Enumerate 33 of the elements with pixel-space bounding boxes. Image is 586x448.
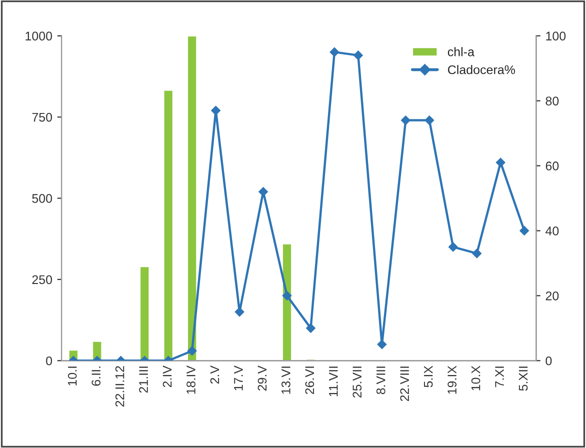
x-tick-label: 22.VIII (400, 366, 409, 402)
x-tick-label: 19.IX (448, 366, 456, 394)
x-tick-label: 2.V (210, 366, 220, 384)
y-tick-label: 250 (32, 275, 52, 284)
y2-tick-label: 0 (546, 356, 552, 366)
y2-tick-label: 20 (546, 291, 559, 300)
y-tick-label: 750 (32, 112, 52, 122)
y2-tick-label: 80 (546, 96, 559, 106)
x-tick-label: 10.I (68, 366, 77, 386)
x-tick-label: 7.XI (495, 366, 504, 388)
y-tick-label: 500 (32, 194, 52, 203)
y2-tick-label: 60 (546, 162, 559, 170)
x-tick-label: 10.X (471, 366, 480, 390)
x-tick-label: 6.II. (92, 366, 100, 386)
y2-tick-label: 40 (546, 226, 559, 236)
x-tick-label: 22.II.12 (115, 366, 124, 407)
y-tick-label: 1000 (26, 32, 52, 40)
x-tick-label: 17.V (234, 366, 243, 390)
x-tick-label: 5.XII (518, 366, 528, 391)
x-tick-label: 2.IV (162, 366, 172, 388)
x-tick-label: 21.III (139, 366, 148, 393)
x-tick-label: 5.IX (424, 366, 433, 388)
x-tick-label: 13.VI (281, 366, 290, 394)
y2-tick-label: 100 (546, 32, 566, 40)
x-tick-label: 26.VI (305, 366, 314, 394)
x-tick-label: 29.V (258, 366, 267, 391)
legend-label: Cladocera% (448, 64, 516, 74)
x-tick-label: 11.VII (329, 366, 338, 396)
x-tick-label: 8.VIII (376, 366, 386, 394)
x-tick-label: 18.IV (186, 366, 196, 394)
legend-label: chl-a (448, 47, 474, 56)
y-tick-label: 0 (46, 356, 52, 366)
x-tick-label: 25.VII (352, 366, 362, 398)
